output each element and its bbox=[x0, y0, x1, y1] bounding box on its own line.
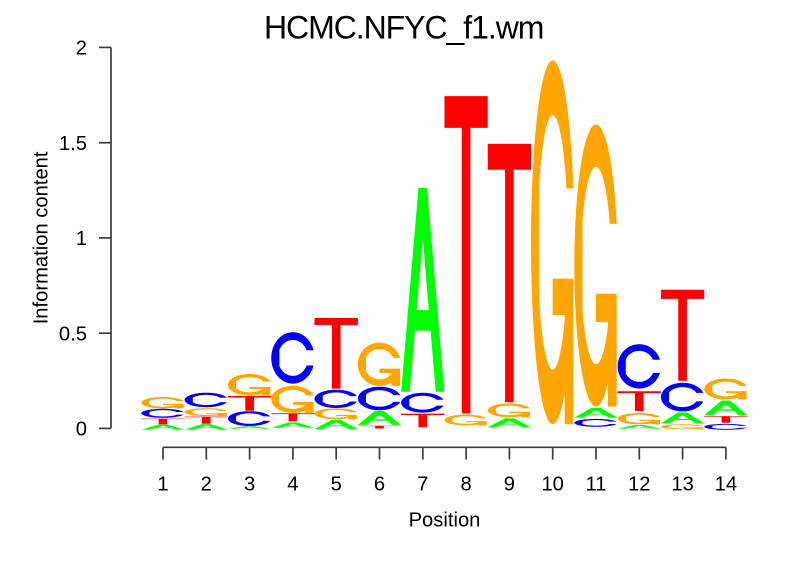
svg-text:14: 14 bbox=[715, 473, 737, 495]
svg-text:10: 10 bbox=[541, 473, 563, 495]
svg-text:1: 1 bbox=[76, 228, 87, 250]
svg-text:0.5: 0.5 bbox=[59, 323, 87, 345]
svg-text:4: 4 bbox=[287, 473, 298, 495]
svg-text:12: 12 bbox=[628, 473, 650, 495]
svg-text:1: 1 bbox=[157, 473, 168, 495]
svg-text:8: 8 bbox=[460, 473, 471, 495]
svg-text:11: 11 bbox=[586, 473, 607, 495]
svg-text:1.5: 1.5 bbox=[59, 133, 87, 155]
svg-text:3: 3 bbox=[244, 473, 255, 495]
svg-text:9: 9 bbox=[504, 473, 515, 495]
svg-text:2: 2 bbox=[76, 38, 87, 60]
svg-text:Information content: Information content bbox=[31, 151, 53, 324]
svg-text:6: 6 bbox=[374, 473, 385, 495]
svg-text:2: 2 bbox=[201, 473, 212, 495]
svg-text:0: 0 bbox=[76, 419, 87, 441]
svg-text:7: 7 bbox=[417, 473, 428, 495]
svg-text:13: 13 bbox=[671, 473, 693, 495]
svg-text:5: 5 bbox=[331, 473, 342, 495]
svg-text:Position: Position bbox=[409, 509, 481, 531]
svg-text:HCMC.NFYC_f1.wm: HCMC.NFYC_f1.wm bbox=[264, 9, 543, 45]
